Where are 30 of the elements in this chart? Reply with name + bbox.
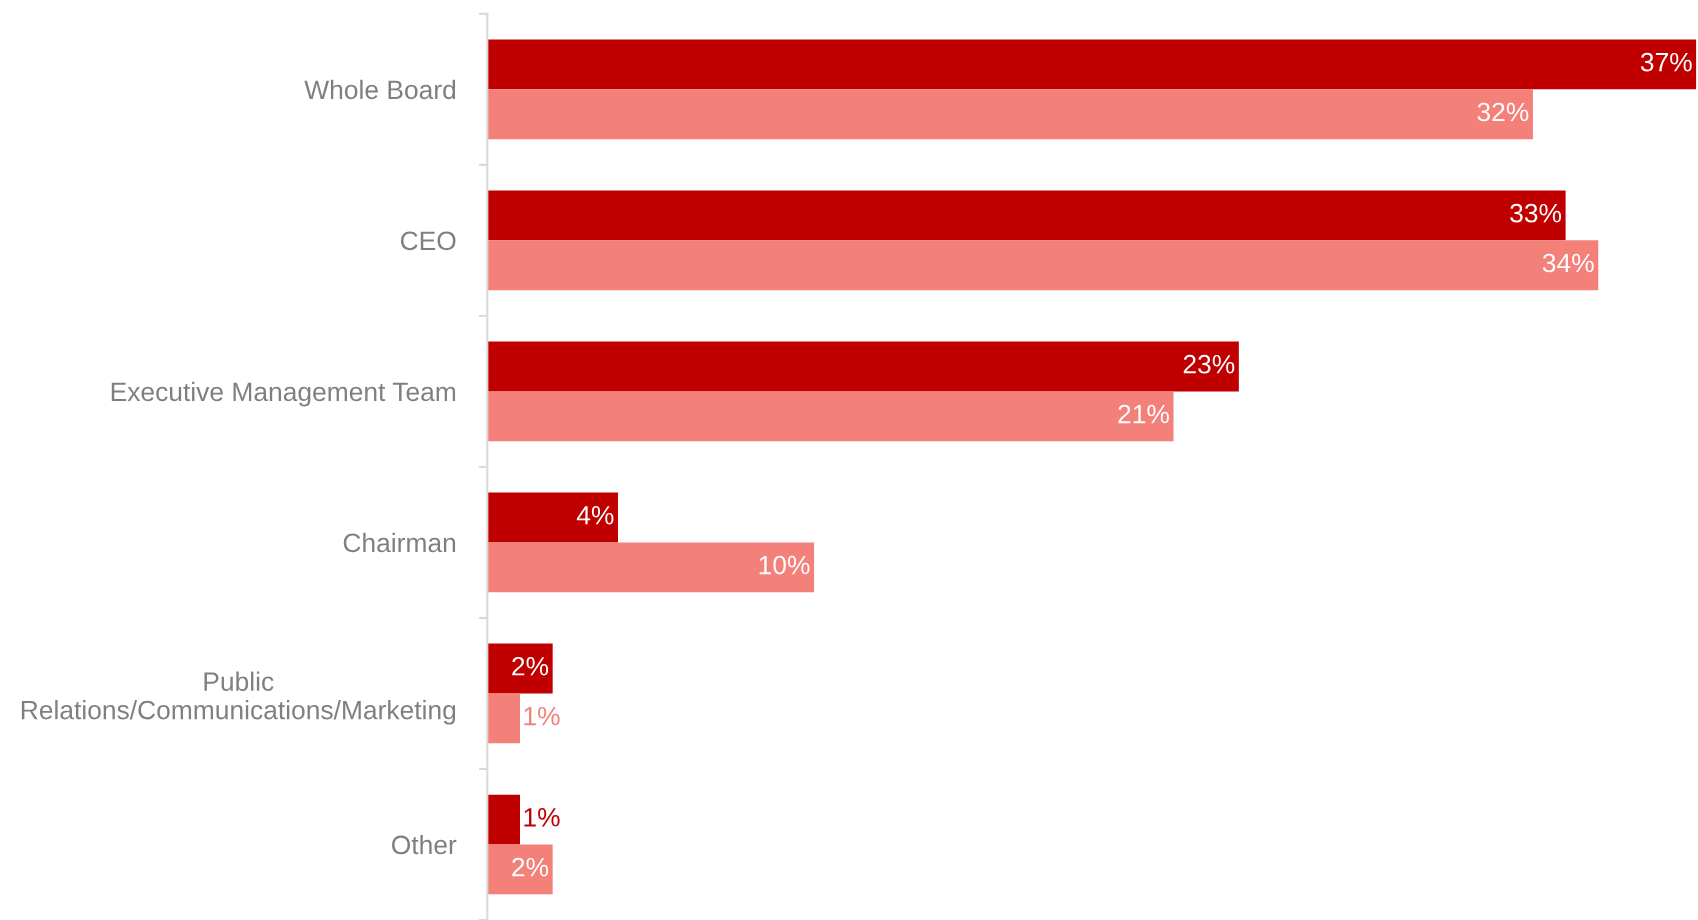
bar bbox=[487, 693, 520, 744]
bar bbox=[487, 341, 1239, 392]
y-tick-label: Chairman bbox=[343, 532, 456, 553]
bar bbox=[487, 794, 520, 845]
bar bbox=[487, 39, 1697, 90]
data-label: 10% bbox=[759, 555, 810, 575]
data-label: 1% bbox=[524, 808, 560, 827]
y-tick-label: CEO bbox=[400, 231, 456, 251]
y-tick-label: Public Relations/Communications/Marketing bbox=[21, 671, 456, 725]
bar bbox=[487, 89, 1533, 140]
y-tick-label: Executive Management Team bbox=[111, 381, 456, 407]
data-label: 33% bbox=[1510, 203, 1562, 223]
bar bbox=[487, 492, 619, 543]
data-label: 34% bbox=[1542, 253, 1594, 273]
bar bbox=[487, 240, 1599, 291]
data-label: 23% bbox=[1183, 354, 1235, 374]
y-tick-label: Whole Board bbox=[304, 79, 456, 100]
y-tick-label: Other bbox=[392, 834, 457, 855]
data-label: 21% bbox=[1118, 404, 1169, 424]
bar bbox=[487, 643, 553, 694]
data-label: 37% bbox=[1640, 52, 1692, 72]
data-label: 32% bbox=[1477, 102, 1529, 122]
bar bbox=[487, 391, 1174, 442]
data-label: 1% bbox=[524, 706, 560, 726]
bar bbox=[487, 542, 815, 593]
bar bbox=[487, 190, 1566, 241]
data-label: 2% bbox=[512, 857, 549, 877]
bar bbox=[487, 844, 553, 895]
data-label: 2% bbox=[512, 656, 549, 676]
data-label: 4% bbox=[576, 506, 614, 525]
